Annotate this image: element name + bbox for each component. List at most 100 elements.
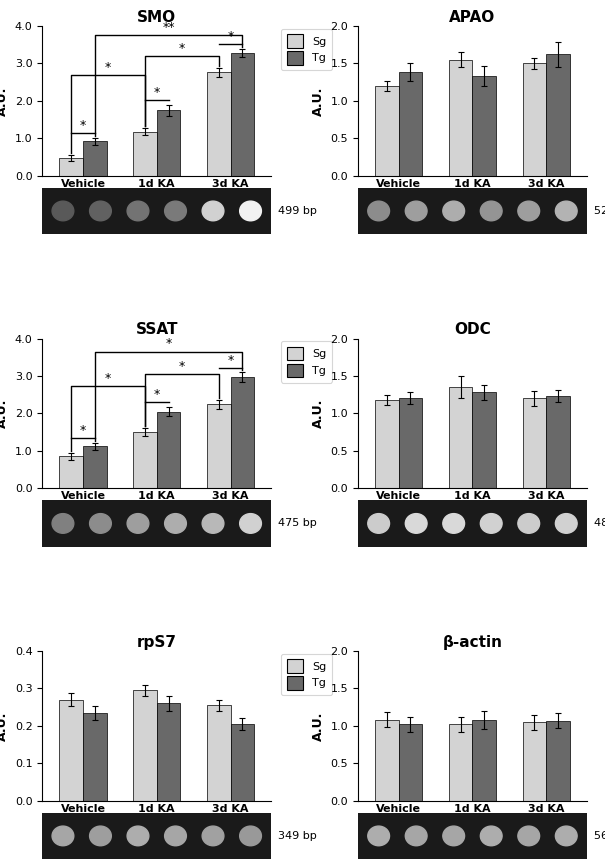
Bar (59, 457, 83, 489)
Bar (473, 392, 496, 489)
Bar (207, 404, 231, 489)
Ellipse shape (368, 826, 390, 845)
Ellipse shape (127, 826, 149, 845)
Bar (449, 725, 473, 801)
Ellipse shape (480, 201, 502, 220)
Text: 475 bp: 475 bp (278, 518, 317, 529)
Text: **: ** (162, 22, 175, 34)
Text: 484 bp: 484 bp (594, 518, 605, 529)
Ellipse shape (480, 826, 502, 845)
Title: SMO: SMO (137, 10, 176, 25)
Ellipse shape (443, 826, 465, 845)
Ellipse shape (240, 826, 261, 845)
Y-axis label: A.U.: A.U. (0, 86, 9, 115)
Y-axis label: A.U.: A.U. (0, 398, 9, 428)
Bar (133, 132, 157, 176)
Text: *: * (178, 42, 185, 55)
Ellipse shape (368, 201, 390, 220)
Legend: Sg, Tg: Sg, Tg (281, 654, 332, 695)
Bar (375, 720, 399, 801)
Y-axis label: A.U.: A.U. (312, 398, 325, 428)
Title: ODC: ODC (454, 322, 491, 338)
Y-axis label: A.U.: A.U. (312, 711, 325, 740)
Ellipse shape (165, 514, 186, 533)
Text: *: * (227, 353, 234, 366)
Ellipse shape (127, 201, 149, 220)
Ellipse shape (240, 201, 261, 220)
Bar (473, 720, 496, 801)
Ellipse shape (518, 826, 540, 845)
Title: SSAT: SSAT (136, 322, 178, 338)
Bar (449, 387, 473, 489)
Text: *: * (154, 388, 160, 401)
Text: *: * (105, 61, 111, 74)
Bar (546, 720, 570, 801)
Y-axis label: A.U.: A.U. (0, 711, 9, 740)
Ellipse shape (202, 514, 224, 533)
Bar (83, 446, 106, 489)
Ellipse shape (52, 201, 74, 220)
Legend: Sg, Tg: Sg, Tg (281, 29, 332, 70)
Ellipse shape (368, 514, 390, 533)
Bar (133, 690, 157, 801)
Bar (375, 86, 399, 176)
Bar (231, 377, 254, 489)
Text: *: * (80, 424, 86, 437)
Ellipse shape (555, 826, 577, 845)
Ellipse shape (52, 826, 74, 845)
Bar (231, 53, 254, 176)
Bar (375, 400, 399, 489)
Bar (157, 110, 180, 176)
Bar (546, 55, 570, 176)
Ellipse shape (518, 201, 540, 220)
Ellipse shape (90, 826, 111, 845)
Title: rpS7: rpS7 (137, 635, 177, 650)
Ellipse shape (443, 514, 465, 533)
Ellipse shape (202, 826, 224, 845)
Bar (449, 60, 473, 176)
Bar (157, 703, 180, 801)
Ellipse shape (480, 514, 502, 533)
Text: *: * (105, 372, 111, 385)
Ellipse shape (90, 201, 111, 220)
Ellipse shape (165, 201, 186, 220)
Ellipse shape (405, 514, 427, 533)
Bar (133, 432, 157, 489)
Ellipse shape (90, 514, 111, 533)
Ellipse shape (52, 514, 74, 533)
Ellipse shape (555, 514, 577, 533)
Bar (59, 700, 83, 801)
Bar (157, 411, 180, 489)
Bar (399, 72, 422, 176)
Text: 499 bp: 499 bp (278, 206, 317, 216)
Text: 568 bp: 568 bp (594, 831, 605, 841)
Ellipse shape (240, 514, 261, 533)
Bar (207, 72, 231, 176)
Legend: Sg, Tg: Sg, Tg (281, 341, 332, 383)
Text: 527 bp: 527 bp (594, 206, 605, 216)
Bar (59, 158, 83, 176)
Ellipse shape (127, 514, 149, 533)
Bar (399, 398, 422, 489)
Bar (207, 706, 231, 801)
Bar (83, 713, 106, 801)
Ellipse shape (405, 201, 427, 220)
Text: *: * (154, 86, 160, 99)
Title: APAO: APAO (450, 10, 495, 25)
Bar (83, 141, 106, 176)
Bar (523, 398, 546, 489)
Text: *: * (178, 360, 185, 373)
Ellipse shape (443, 201, 465, 220)
Bar (231, 724, 254, 801)
Text: *: * (227, 30, 234, 43)
Bar (523, 63, 546, 176)
Ellipse shape (518, 514, 540, 533)
Ellipse shape (405, 826, 427, 845)
Ellipse shape (165, 826, 186, 845)
Title: β-actin: β-actin (442, 635, 503, 650)
Bar (399, 725, 422, 801)
Bar (546, 396, 570, 489)
Ellipse shape (555, 201, 577, 220)
Y-axis label: A.U.: A.U. (312, 86, 325, 115)
Text: 349 bp: 349 bp (278, 831, 317, 841)
